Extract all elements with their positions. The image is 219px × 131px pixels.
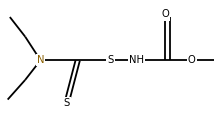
Text: N: N [37,55,44,65]
Text: O: O [188,55,196,65]
Text: O: O [161,9,169,19]
Text: S: S [108,55,114,65]
Text: NH: NH [129,55,144,65]
Text: S: S [64,99,70,108]
